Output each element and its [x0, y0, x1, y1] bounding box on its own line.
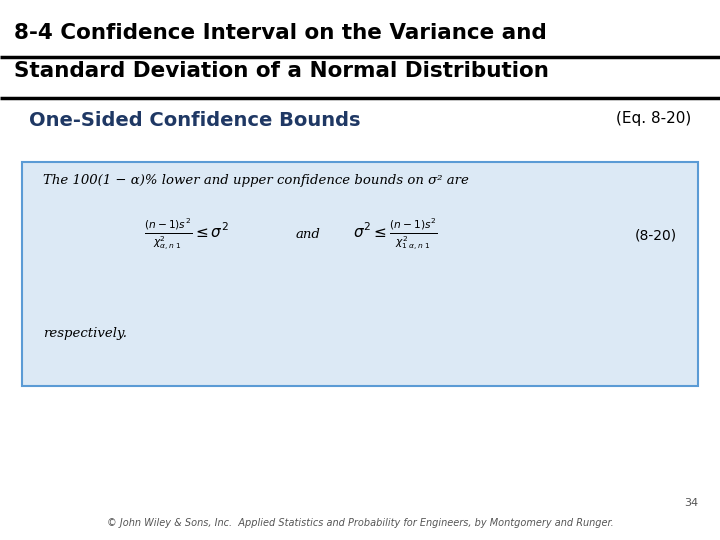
Text: The 100(1 − α)% lower and upper confidence bounds on σ² are: The 100(1 − α)% lower and upper confiden…: [43, 174, 469, 187]
Text: $\frac{(n-1)s^2}{\chi^2_{\alpha,n\ 1}} \leq \sigma^2$: $\frac{(n-1)s^2}{\chi^2_{\alpha,n\ 1}} \…: [144, 216, 229, 252]
FancyBboxPatch shape: [22, 162, 698, 386]
Text: © John Wiley & Sons, Inc.  Applied Statistics and Probability for Engineers, by : © John Wiley & Sons, Inc. Applied Statis…: [107, 518, 613, 528]
Text: (Eq. 8-20): (Eq. 8-20): [616, 111, 691, 126]
Text: (8-20): (8-20): [634, 228, 677, 242]
Text: 8-4 Confidence Interval on the Variance and: 8-4 Confidence Interval on the Variance …: [14, 23, 547, 43]
Text: One-Sided Confidence Bounds: One-Sided Confidence Bounds: [29, 111, 360, 130]
Text: Standard Deviation of a Normal Distribution: Standard Deviation of a Normal Distribut…: [14, 61, 549, 81]
Text: $\sigma^2 \leq \frac{(n-1)s^2}{\chi^2_{1\ \alpha,n\ 1}}$: $\sigma^2 \leq \frac{(n-1)s^2}{\chi^2_{1…: [353, 216, 437, 252]
Text: and: and: [295, 228, 320, 241]
Text: 34: 34: [684, 497, 698, 508]
Text: respectively.: respectively.: [43, 327, 127, 340]
